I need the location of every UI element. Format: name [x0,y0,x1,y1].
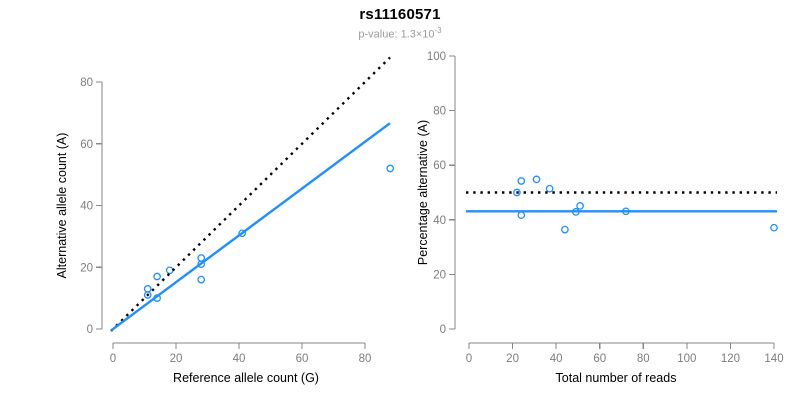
data-point [143,285,152,293]
x-tick-label: 140 [764,353,783,365]
x-tick-label: 120 [721,353,740,365]
expected-50pct-line [110,56,391,332]
y-tick-label: 60 [433,160,446,172]
data-point [153,272,161,281]
x-tick-label: 40 [233,353,246,365]
x-tick-label: 40 [550,353,563,365]
x-tick-label: 20 [170,353,183,365]
data-point [576,202,584,210]
x-tick-label: 0 [110,353,116,365]
y-tick-label: 20 [433,269,446,281]
data-point [165,266,174,275]
x-tick-label: 80 [359,353,372,365]
x-tick-label: 60 [593,353,606,365]
y-tick-label: 0 [87,324,93,336]
x-tick-label: 100 [677,353,696,365]
data-point [517,177,526,185]
x-axis-title: Reference allele count (G) [173,371,319,385]
data-point [545,184,554,193]
y-tick-label: 80 [80,77,93,89]
x-tick-label: 0 [466,353,472,365]
data-point [386,164,395,173]
y-tick-label: 80 [433,106,446,118]
data-point [197,275,206,284]
y-axis-title: Percentage alternative (A) [416,120,430,265]
y-tick-label: 60 [80,139,93,151]
y-axis-title: Alternative allele count (A) [55,133,69,279]
data-point [143,291,152,299]
y-tick-label: 100 [427,51,446,63]
data-point [561,225,569,234]
data-point [513,188,521,197]
y-tick-label: 40 [80,201,93,213]
data-point [517,211,526,220]
y-tick-label: 0 [440,324,446,336]
x-tick-label: 20 [506,353,519,365]
data-point [770,223,778,232]
data-point [532,175,541,184]
x-tick-label: 80 [637,353,650,365]
x-tick-label: 60 [296,353,309,365]
data-point [238,229,247,238]
y-tick-label: 20 [80,262,93,274]
y-tick-label: 40 [433,215,446,227]
x-axis-title: Total number of reads [556,371,677,385]
observed-ratio-line [110,122,391,332]
data-point [197,254,206,262]
data-point [197,260,206,269]
